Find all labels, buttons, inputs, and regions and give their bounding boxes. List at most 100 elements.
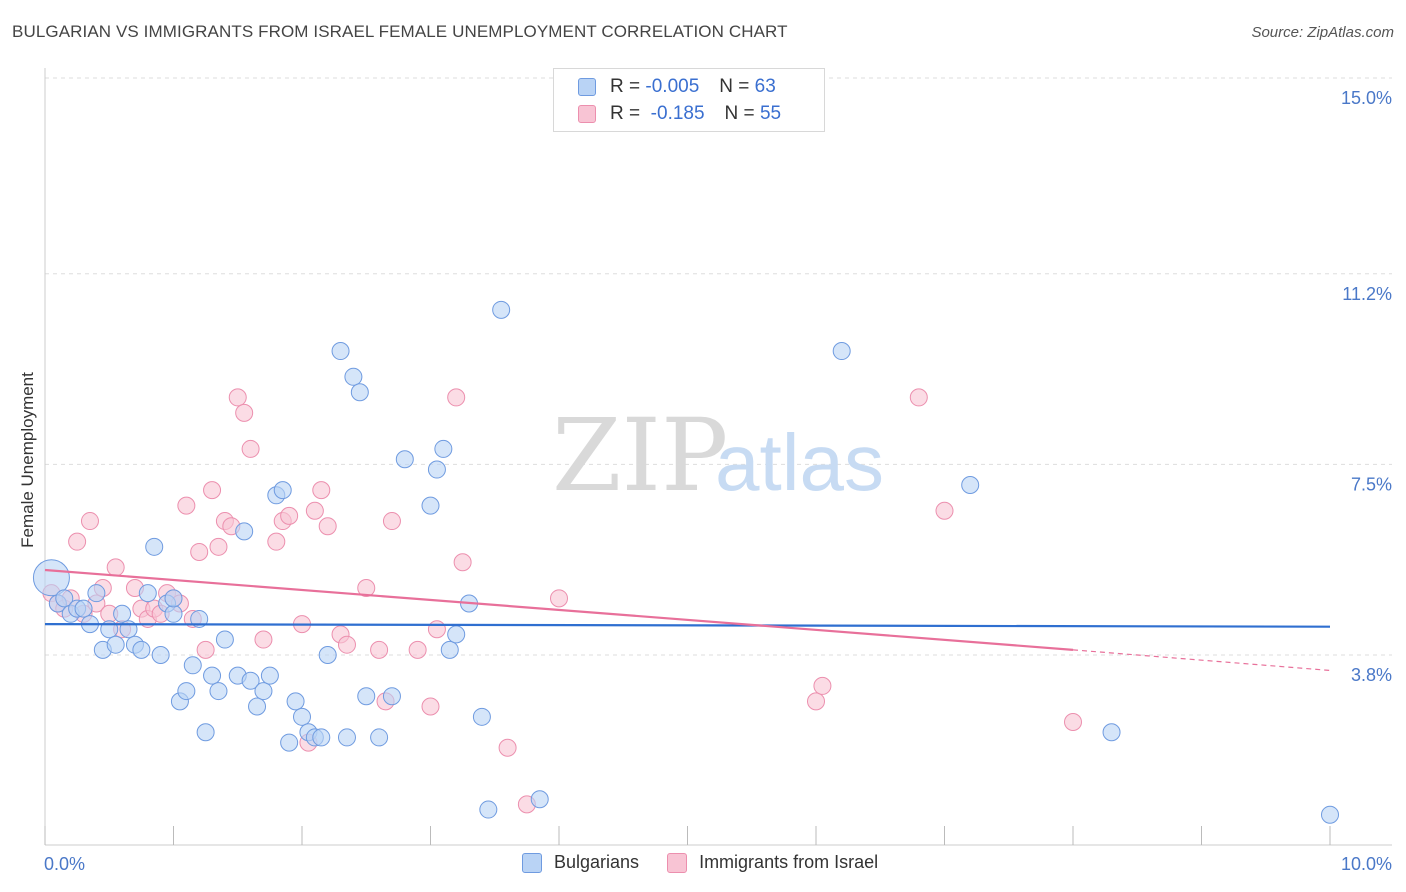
gridlines bbox=[45, 77, 1392, 656]
data-point-bulgarians bbox=[357, 687, 376, 706]
data-point-bulgarians bbox=[260, 666, 279, 685]
data-point-bulgarians bbox=[280, 733, 299, 752]
legend-r-value: -0.005 bbox=[645, 76, 700, 97]
x-tick-label: 10.0% bbox=[1341, 854, 1392, 874]
data-point-bulgarians bbox=[1321, 805, 1339, 824]
data-point-israel bbox=[382, 512, 401, 531]
data-point-israel bbox=[254, 630, 273, 649]
trend-line-bulgarians bbox=[44, 622, 1331, 628]
data-point-israel bbox=[421, 697, 440, 716]
legend-swatch-blue bbox=[578, 78, 596, 96]
data-point-bulgarians bbox=[421, 496, 440, 515]
watermark: ZIP atlas bbox=[552, 397, 884, 514]
data-point-israel bbox=[228, 388, 247, 407]
legend-n-label: N = bbox=[724, 103, 755, 124]
data-point-bulgarians bbox=[331, 342, 350, 361]
data-point-israel bbox=[177, 496, 196, 515]
data-point-bulgarians bbox=[293, 707, 311, 726]
data-point-bulgarians bbox=[440, 640, 459, 659]
data-point-bulgarians bbox=[832, 342, 851, 361]
data-point-bulgarians bbox=[961, 475, 980, 494]
data-point-israel bbox=[807, 692, 825, 711]
data-point-bulgarians bbox=[32, 559, 70, 597]
chart-source: Source: ZipAtlas.com bbox=[1251, 24, 1394, 41]
data-point-israel bbox=[357, 579, 376, 598]
tick-labels: 3.8% 7.5% 11.2% 15.0% 0.0% 10.0% bbox=[44, 88, 1392, 874]
data-point-israel bbox=[909, 388, 928, 407]
data-point-bulgarians bbox=[145, 537, 164, 556]
series-legend: Bulgarians Immigrants from Israel bbox=[522, 852, 906, 873]
data-point-bulgarians bbox=[472, 707, 491, 726]
data-point-bulgarians bbox=[1102, 723, 1121, 742]
data-point-bulgarians bbox=[286, 692, 305, 711]
data-point-israel bbox=[427, 620, 446, 639]
chart-title: BULGARIAN VS IMMIGRANTS FROM ISRAEL FEMA… bbox=[12, 22, 788, 41]
data-point-bulgarians bbox=[434, 439, 453, 458]
data-point-bulgarians bbox=[177, 682, 196, 701]
legend-row-israel: R = -0.185 N = 55 bbox=[578, 102, 781, 126]
data-point-bulgarians bbox=[492, 300, 511, 319]
data-point-bulgarians bbox=[196, 723, 215, 742]
y-tick-label: 7.5% bbox=[1351, 474, 1392, 494]
data-point-bulgarians bbox=[106, 635, 125, 654]
data-point-bulgarians bbox=[382, 687, 401, 706]
data-point-israel bbox=[337, 635, 356, 654]
watermark-zip: ZIP bbox=[552, 397, 728, 514]
data-point-bulgarians bbox=[164, 604, 183, 623]
data-point-israel bbox=[106, 558, 125, 577]
data-point-israel bbox=[453, 553, 472, 572]
data-point-bulgarians bbox=[87, 584, 106, 603]
legend-r-label: R = bbox=[610, 76, 641, 97]
data-point-israel bbox=[318, 517, 337, 536]
data-point-bulgarians bbox=[215, 630, 234, 649]
data-point-israel bbox=[305, 501, 324, 520]
data-point-israel bbox=[280, 506, 299, 525]
data-point-israel bbox=[235, 403, 254, 422]
data-point-israel bbox=[550, 589, 568, 608]
data-point-bulgarians bbox=[479, 800, 498, 819]
data-point-israel bbox=[498, 738, 517, 757]
legend-swatch-pink bbox=[667, 852, 688, 873]
data-point-israel bbox=[935, 501, 954, 520]
data-point-israel bbox=[267, 532, 286, 551]
data-point-israel bbox=[190, 542, 209, 561]
data-point-bulgarians bbox=[151, 646, 170, 664]
data-point-bulgarians bbox=[395, 450, 414, 469]
data-point-bulgarians bbox=[312, 728, 331, 747]
legend-r-value: -0.185 bbox=[650, 103, 705, 124]
trend-line-israel bbox=[44, 568, 1074, 651]
data-point-israel bbox=[408, 640, 427, 659]
data-point-bulgarians bbox=[273, 481, 292, 500]
y-tick-label: 3.8% bbox=[1351, 665, 1392, 685]
data-point-bulgarians bbox=[209, 682, 228, 701]
data-point-bulgarians bbox=[447, 625, 466, 644]
trend-lines bbox=[44, 568, 1331, 672]
legend-row-bulgarians: R = -0.005 N = 63 bbox=[578, 75, 776, 99]
data-point-israel bbox=[209, 537, 228, 556]
data-point-bulgarians bbox=[350, 383, 369, 402]
legend-item-bulgarians: Bulgarians bbox=[522, 852, 639, 873]
data-point-israel bbox=[203, 481, 222, 500]
legend-n-value: 63 bbox=[754, 76, 776, 97]
trend-line-israel-extension bbox=[1072, 649, 1331, 672]
data-point-bulgarians bbox=[113, 604, 132, 623]
data-point-israel bbox=[80, 512, 99, 531]
legend-swatch-pink bbox=[578, 105, 596, 123]
axes bbox=[44, 68, 1392, 846]
data-point-bulgarians bbox=[337, 728, 356, 747]
data-point-israel bbox=[813, 676, 832, 695]
data-point-israel bbox=[68, 532, 87, 551]
data-point-israel bbox=[241, 439, 260, 458]
x-tick-label: 0.0% bbox=[44, 854, 85, 874]
data-point-bulgarians bbox=[190, 609, 209, 628]
data-point-bulgarians bbox=[235, 522, 254, 541]
data-point-bulgarians bbox=[318, 646, 337, 664]
watermark-atlas: atlas bbox=[715, 418, 884, 507]
y-tick-label: 15.0% bbox=[1341, 88, 1392, 108]
data-point-israel bbox=[196, 640, 215, 659]
y-tick-label: 11.2% bbox=[1342, 284, 1392, 304]
data-point-bulgarians bbox=[370, 728, 389, 747]
legend-swatch-blue bbox=[522, 852, 542, 873]
data-point-bulgarians bbox=[427, 460, 446, 479]
